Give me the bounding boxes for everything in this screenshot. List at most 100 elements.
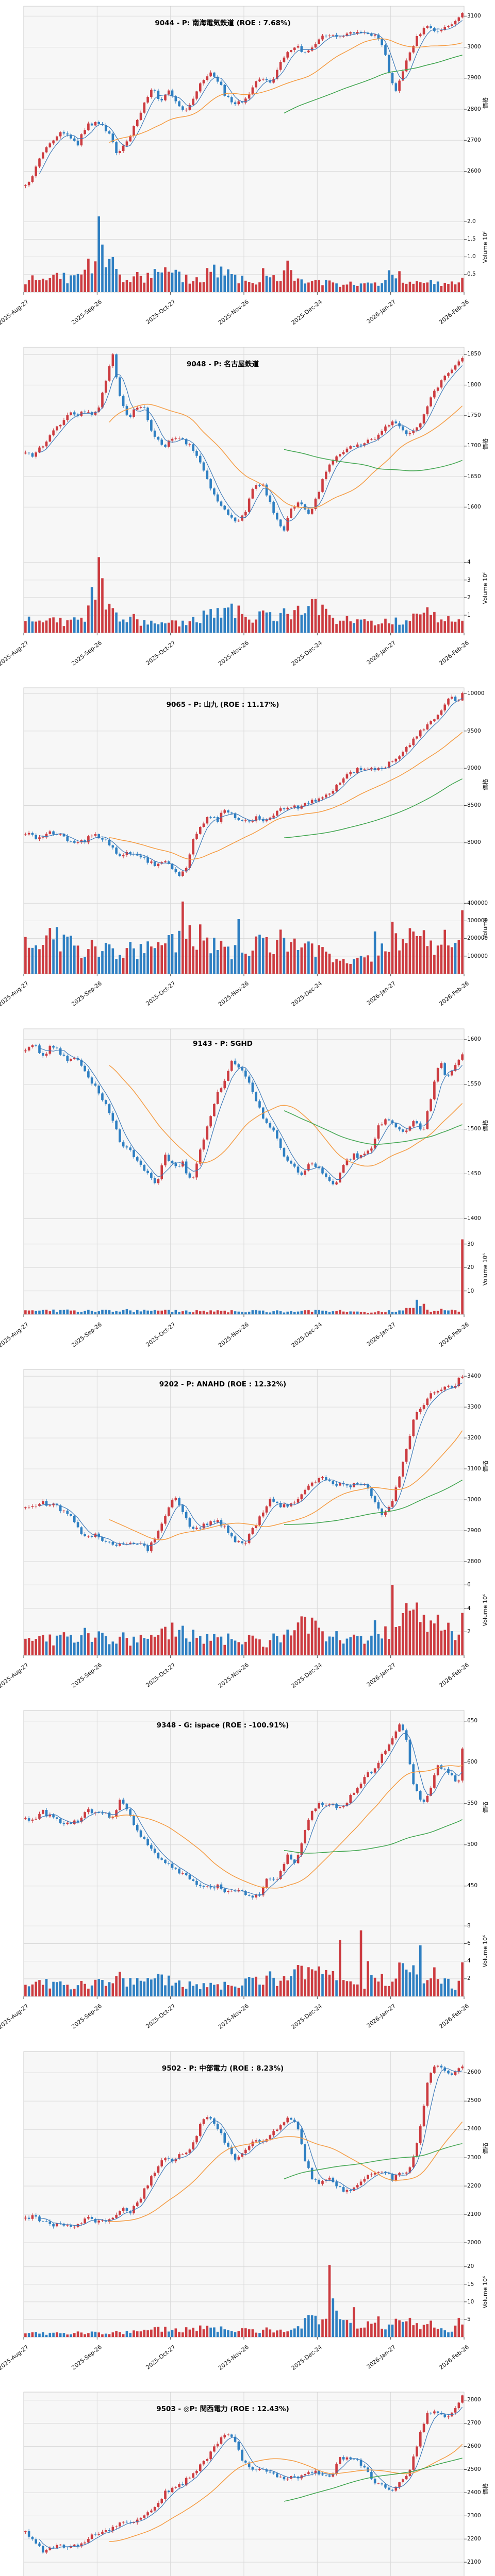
price-tick-label: 3100: [467, 1465, 481, 1472]
candlestick-canvas: [0, 2045, 495, 2386]
volume-tick-label: 400000: [467, 900, 488, 906]
x-tick-label: 2025-Aug-27: [0, 298, 30, 327]
price-axis-label: 価格: [482, 2142, 489, 2154]
x-tick-label: 2025-Aug-27: [0, 1662, 30, 1690]
price-axis-label: 価格: [482, 97, 489, 109]
volume-tick-label: 20: [467, 2263, 474, 2270]
price-tick-label: 1600: [467, 1036, 481, 1043]
price-tick-label: 2800: [467, 1558, 481, 1565]
volume-axis-label: Volume 10⁶: [482, 571, 489, 604]
volume-axis-label: Volume: [482, 918, 489, 939]
volume-tick-label: 20: [467, 1264, 474, 1271]
price-tick-label: 600: [467, 1759, 478, 1766]
x-tick-label: 2026-Feb-26: [438, 639, 471, 667]
x-tick-label: 2025-Sep-26: [70, 298, 104, 326]
axis-ticks: 1600 1650 1700 1750 1800 1850 1 2 3 4 2025-Aug-27 2…: [0, 341, 495, 682]
price-tick-label: 1850: [467, 351, 481, 358]
volume-tick-label: 0.5: [467, 271, 476, 278]
price-tick-label: 1600: [467, 503, 481, 510]
volume-axis-label: Volume 10⁶: [482, 1594, 489, 1626]
x-tick-label: 2026-Jan-27: [365, 1320, 397, 1348]
price-tick-label: 1400: [467, 1215, 481, 1222]
candlestick-canvas: [0, 2386, 495, 2576]
axis-ticks: 1400 1450 1500 1550 1600 10 20 30 2025-Aug-27 202…: [0, 1023, 495, 1364]
x-tick-label: 2025-Dec-24: [290, 2343, 324, 2371]
volume-tick-label: 2: [467, 1629, 471, 1635]
price-tick-label: 3200: [467, 1435, 481, 1441]
price-tick-label: 8500: [467, 802, 481, 809]
price-tick-label: 2500: [467, 2466, 481, 2473]
price-axis-label: 価格: [482, 779, 489, 791]
volume-axis-label: Volume 10⁶: [482, 230, 489, 263]
chart-title: 9044 - P: 南海電気鉄道 (ROE : 7.68%): [155, 19, 291, 27]
axis-ticks: 2000210022002300240025002600270028005101…: [0, 2386, 495, 2576]
candlestick-canvas: [0, 1363, 495, 1704]
price-tick-label: 2300: [467, 2154, 481, 2161]
price-tick-label: 1450: [467, 1171, 481, 1177]
volume-tick-label: 1.0: [467, 253, 476, 260]
x-tick-label: 2025-Sep-26: [70, 1320, 104, 1349]
price-tick-label: 9000: [467, 765, 481, 771]
stock-chart-panel-9044: 9044 - P: 南海電気鉄道 (ROE : 7.68%) 価格 Volume…: [0, 0, 495, 341]
volume-tick-label: 200000: [467, 935, 488, 942]
price-tick-label: 2200: [467, 2535, 481, 2542]
price-tick-label: 2000: [467, 2239, 481, 2246]
price-tick-label: 2800: [467, 2397, 481, 2403]
price-tick-label: 8000: [467, 839, 481, 846]
x-tick-label: 2025-Aug-27: [0, 2002, 30, 2031]
x-tick-label: 2025-Dec-24: [290, 639, 324, 667]
price-tick-label: 650: [467, 1718, 478, 1724]
stock-chart-panel-9502: 9502 - P: 中部電力 (ROE : 8.23%) 価格 Volume 1…: [0, 2045, 495, 2386]
price-tick-label: 3100: [467, 12, 481, 19]
price-axis-label: 価格: [482, 1120, 489, 1131]
price-tick-label: 2900: [467, 75, 481, 81]
candlestick-canvas: [0, 1704, 495, 2045]
volume-tick-label: 3: [467, 577, 471, 583]
price-tick-label: 1650: [467, 473, 481, 480]
price-tick-label: 450: [467, 1883, 478, 1889]
x-tick-label: 2026-Feb-26: [438, 1320, 471, 1348]
candlestick-canvas: [0, 682, 495, 1023]
x-tick-label: 2026-Jan-27: [365, 639, 397, 666]
x-tick-label: 2025-Oct-27: [144, 298, 177, 326]
x-tick-label: 2025-Oct-27: [144, 639, 177, 667]
x-tick-label: 2025-Aug-27: [0, 639, 30, 667]
x-tick-label: 2025-Oct-27: [144, 1662, 177, 1689]
price-tick-label: 3000: [467, 1496, 481, 1503]
x-tick-label: 2025-Dec-24: [290, 298, 324, 327]
candlestick-canvas: [0, 0, 495, 341]
x-tick-label: 2026-Feb-26: [438, 980, 471, 1008]
x-tick-label: 2026-Feb-26: [438, 2343, 471, 2371]
volume-tick-label: 4: [467, 1605, 471, 1612]
volume-tick-label: 8: [467, 1922, 471, 1929]
price-tick-label: 10000: [467, 690, 485, 697]
price-tick-label: 1500: [467, 1126, 481, 1132]
price-tick-label: 2400: [467, 2489, 481, 2496]
price-tick-label: 2500: [467, 2097, 481, 2104]
price-axis-label: 価格: [482, 438, 489, 450]
x-tick-label: 2025-Nov-26: [217, 1320, 251, 1349]
x-tick-label: 2025-Nov-26: [217, 2002, 251, 2030]
volume-tick-label: 4: [467, 559, 471, 566]
x-tick-label: 2025-Nov-26: [217, 980, 251, 1008]
x-tick-label: 2025-Dec-24: [290, 1662, 324, 1690]
candlestick-canvas: [0, 1022, 495, 1364]
price-tick-label: 3000: [467, 44, 481, 50]
volume-tick-label: 6: [467, 1940, 471, 1946]
stock-chart-panel-9348: 9348 - G: ispace (ROE : -100.91%) 価格 Vol…: [0, 1704, 495, 2045]
x-tick-label: 2025-Dec-24: [290, 1320, 324, 1349]
x-tick-label: 2026-Feb-26: [438, 298, 471, 326]
x-tick-label: 2026-Jan-27: [365, 2002, 397, 2029]
chart-title: 9348 - G: ispace (ROE : -100.91%): [156, 1721, 289, 1730]
price-tick-label: 1700: [467, 443, 481, 449]
price-tick-label: 1550: [467, 1081, 481, 1088]
price-tick-label: 550: [467, 1800, 478, 1807]
x-tick-label: 2025-Oct-27: [144, 2343, 177, 2371]
volume-tick-label: 10: [467, 1287, 474, 1294]
volume-tick-label: 5: [467, 2316, 471, 2323]
price-tick-label: 1800: [467, 381, 481, 388]
x-tick-label: 2025-Dec-24: [290, 2002, 324, 2031]
volume-tick-label: 2.0: [467, 218, 476, 225]
price-axis-label: 価格: [482, 2483, 489, 2495]
chart-title: 9048 - P: 名古屋鉄道: [186, 360, 259, 368]
